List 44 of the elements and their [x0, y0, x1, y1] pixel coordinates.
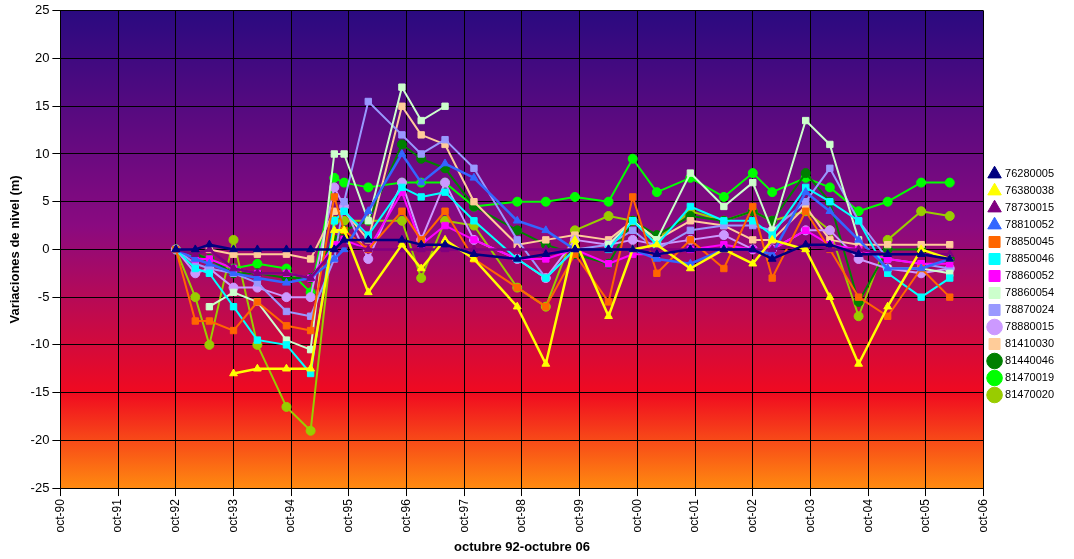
legend-label: 78810052 — [1005, 218, 1055, 231]
legend-label: 78850046 — [1005, 252, 1055, 265]
x-axis-title: octubre 92-octubre 06 — [454, 538, 590, 554]
legend-label: 78850045 — [1005, 235, 1055, 248]
x-tick-label: oct-00 — [629, 498, 644, 533]
x-tick-label: oct-96 — [398, 498, 413, 533]
y-tick-label: -5 — [37, 288, 50, 304]
y-tick-label: -10 — [30, 336, 50, 352]
y-tick-label: -15 — [30, 384, 50, 400]
x-tick-label: oct-97 — [456, 498, 471, 533]
y-tick-label: -25 — [30, 479, 50, 495]
x-tick-label: oct-99 — [571, 498, 586, 533]
legend-label: 81440046 — [1005, 354, 1055, 367]
legend-label: 76280005 — [1005, 167, 1055, 180]
x-tick-label: oct-04 — [860, 498, 875, 533]
y-tick-label: 5 — [42, 193, 50, 209]
legend-label: 76380038 — [1005, 184, 1055, 197]
y-tick-label: 10 — [34, 145, 50, 161]
y-tick-label: 25 — [34, 2, 50, 18]
x-tick-label: oct-95 — [341, 498, 356, 533]
x-tick-label: oct-90 — [52, 498, 67, 533]
y-tick-label: 20 — [34, 50, 50, 66]
x-tick-label: oct-91 — [110, 498, 125, 533]
x-tick-label: oct-02 — [745, 498, 760, 533]
x-tick-label: oct-98 — [514, 498, 529, 533]
x-tick-label: oct-05 — [918, 498, 933, 533]
legend-label: 78860052 — [1005, 269, 1055, 282]
legend-label: 81470019 — [1005, 371, 1055, 384]
x-tick-label: oct-01 — [687, 498, 702, 533]
x-tick-label: oct-94 — [283, 498, 298, 533]
legend-label: 81470020 — [1005, 388, 1055, 401]
y-tick-label: 0 — [42, 241, 50, 256]
x-tick-label: oct-93 — [225, 498, 240, 533]
legend-label: 78730015 — [1005, 201, 1055, 214]
legend-label: 78860054 — [1005, 286, 1055, 299]
legend-label: 81410030 — [1005, 337, 1055, 350]
y-tick-label: 15 — [34, 97, 50, 113]
legend-label: 78870024 — [1005, 303, 1055, 316]
legend-label: 78880015 — [1005, 320, 1055, 333]
y-axis-title: Variaciones de nivel (m) — [7, 175, 23, 324]
x-tick-label: oct-03 — [802, 498, 817, 533]
x-tick-label: oct-92 — [168, 498, 183, 533]
y-tick-label: -20 — [30, 431, 50, 447]
x-tick-label: oct-06 — [975, 498, 990, 533]
